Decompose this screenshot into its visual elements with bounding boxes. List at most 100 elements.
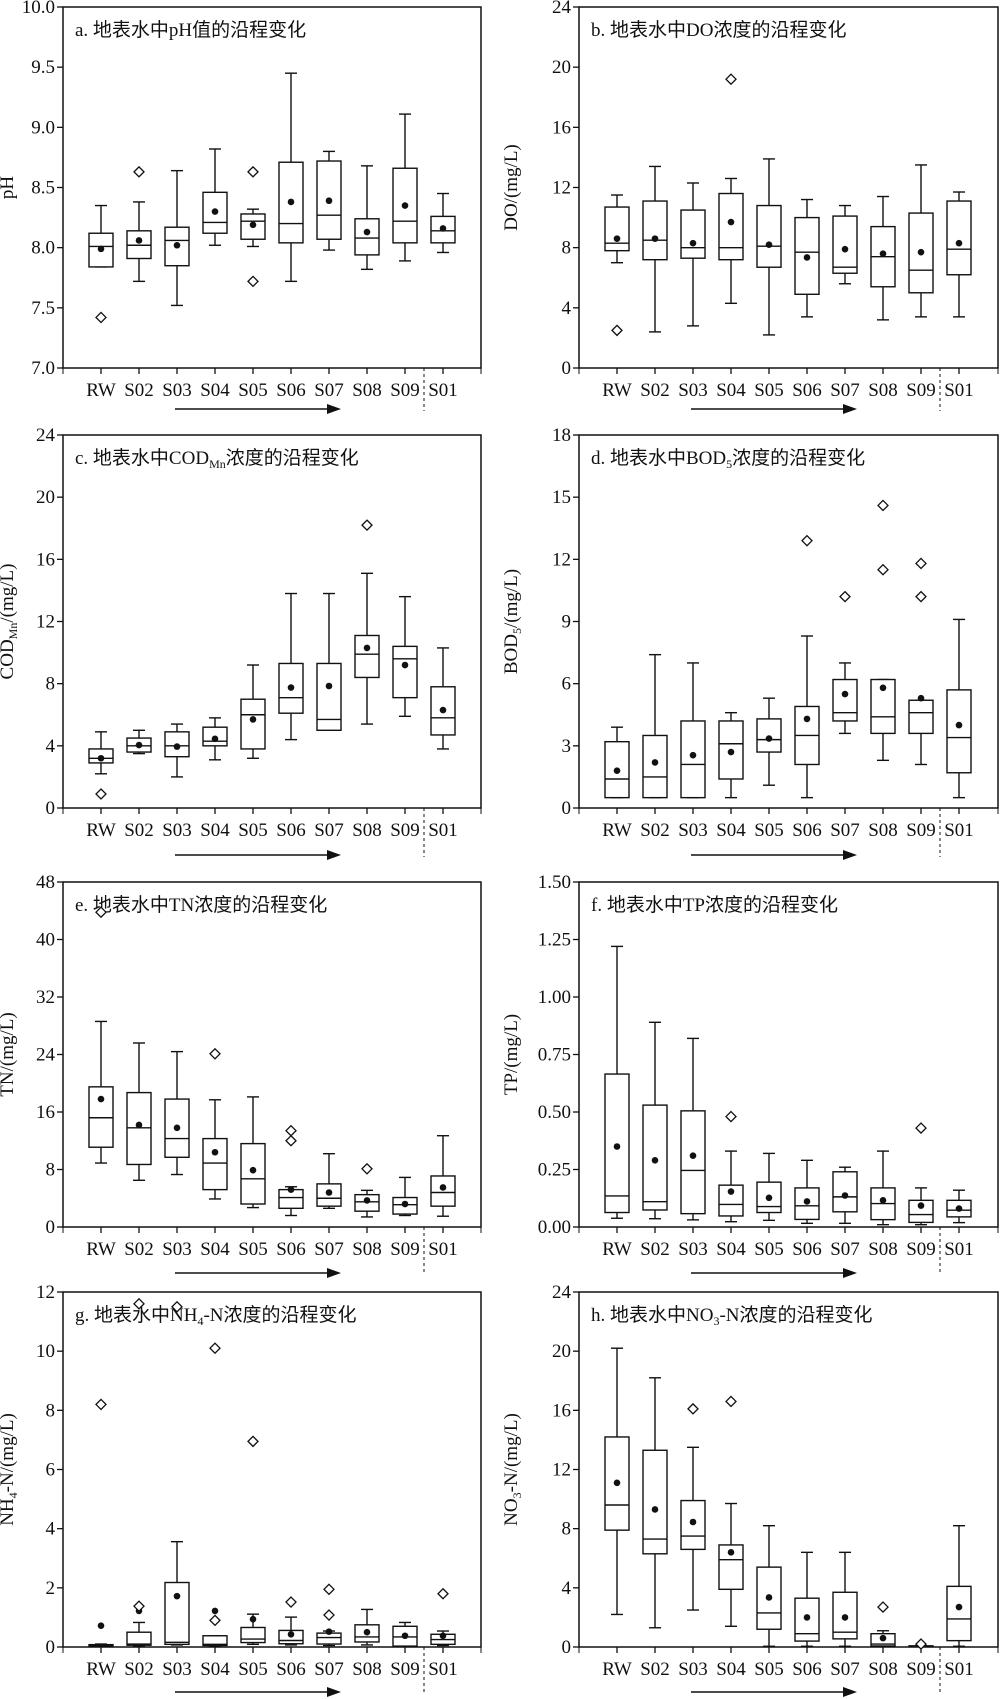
y-tick-label: 18 <box>552 425 571 446</box>
box-S04 <box>202 148 228 246</box>
y-tick-label: 4 <box>562 1578 572 1599</box>
mean-point <box>363 228 371 236</box>
box-RW <box>88 204 114 324</box>
outlier-point <box>247 275 259 288</box>
box-S01 <box>946 618 972 799</box>
ylabel-subscript: Mn <box>6 623 20 640</box>
iqr-box <box>354 218 380 256</box>
box-S01 <box>946 191 972 318</box>
arrow-head-icon <box>843 404 857 414</box>
y-axis-label: DO/(mg/L) <box>501 144 522 231</box>
iqr-box <box>202 1137 228 1191</box>
y-tick-label: 0 <box>46 1637 56 1658</box>
outlier-point <box>133 165 145 178</box>
box-S06 <box>278 1596 304 1646</box>
x-tick-label: S08 <box>352 1239 382 1260</box>
mean-point <box>689 1518 697 1526</box>
panel-title: e. 地表水中TN浓度的沿程变化 <box>75 894 327 916</box>
y-tick-label: 40 <box>36 930 55 951</box>
y-tick-label: 8 <box>46 1400 56 1421</box>
title-text: 浓度的沿程变化 <box>226 447 359 469</box>
outlier-point <box>247 165 259 178</box>
iqr-box <box>240 1626 266 1644</box>
x-tick-label: S09 <box>390 380 420 401</box>
mean-point <box>135 237 143 244</box>
box-S08 <box>870 499 896 762</box>
x-tick-label: S04 <box>716 380 746 401</box>
mean-point <box>97 245 105 253</box>
mean-point <box>689 1152 697 1159</box>
mean-point <box>917 248 925 256</box>
mean-point <box>173 1124 181 1132</box>
mean-point <box>917 1202 925 1209</box>
box-S06 <box>794 198 820 318</box>
box-S07 <box>316 150 342 251</box>
x-tick-label: S09 <box>906 1659 936 1680</box>
mean-point <box>803 254 811 261</box>
y-tick-label: 0.75 <box>538 1045 571 1066</box>
box-S03 <box>680 182 706 327</box>
ylabel-text: NH <box>0 1498 18 1526</box>
outlier-point <box>687 1402 699 1415</box>
y-tick-label: 16 <box>552 117 571 138</box>
outlier-point <box>285 1134 297 1147</box>
iqr-box <box>832 1171 858 1213</box>
x-tick-label: S09 <box>906 380 936 401</box>
mean-point <box>651 1506 659 1513</box>
x-tick-label: S06 <box>792 1239 822 1260</box>
y-axis-label: pH <box>0 176 18 200</box>
panel-d: 0 3 6 9 12 15 18 RW S02 S03 S04 S05 S06 S07 S08 S09 S01 d… <box>501 425 999 860</box>
title-subscript: 4 <box>197 1314 203 1328</box>
title-text: a. 地表水中pH值的沿程变化 <box>75 19 306 41</box>
outlier-point <box>877 1601 889 1613</box>
iqr-box <box>642 1449 668 1555</box>
y-tick-label: 8.5 <box>31 178 55 199</box>
iqr-box <box>680 209 706 259</box>
x-tick-label: RW <box>602 820 632 841</box>
iqr-box <box>126 1091 152 1166</box>
mean-point <box>439 225 447 232</box>
x-tick-label: S01 <box>428 380 458 401</box>
y-tick-label: 9 <box>562 612 572 633</box>
box-S05 <box>240 664 266 759</box>
x-tick-label: S05 <box>754 820 784 841</box>
x-tick-label: S03 <box>678 380 708 401</box>
panel-h: 0 4 8 12 16 20 24 RW S02 S03 S04 S05 S06 S07 S08 S09 S01… <box>501 1282 999 1697</box>
x-tick-label: S06 <box>792 820 822 841</box>
x-tick-label: S08 <box>352 380 382 401</box>
box-S07 <box>832 1166 858 1225</box>
x-tick-label: RW <box>602 380 632 401</box>
y-tick-label: 7.0 <box>31 358 55 379</box>
outlier-point <box>95 788 107 800</box>
ylabel-text: COD <box>0 639 18 679</box>
y-tick-label: 12 <box>36 1282 55 1303</box>
x-tick-label: S09 <box>390 820 420 841</box>
box-S08 <box>870 1150 896 1226</box>
mean-point <box>401 202 409 209</box>
x-tick-label: S03 <box>162 1239 192 1260</box>
box-S08 <box>354 165 380 271</box>
iqr-box <box>392 645 418 699</box>
mean-point <box>363 1628 371 1636</box>
mean-point <box>613 235 621 242</box>
x-tick-label: S06 <box>276 380 306 401</box>
box-S02 <box>126 1297 152 1647</box>
box-S01 <box>430 647 456 750</box>
x-tick-label: S09 <box>390 1659 420 1680</box>
panel-title: g. 地表水中NH4-N浓度的沿程变化 <box>75 1304 357 1328</box>
box-S01 <box>430 1135 456 1217</box>
y-tick-label: 1.00 <box>538 987 571 1008</box>
ylabel-text: /(mg/L) <box>501 569 522 628</box>
y-axis-label: TN/(mg/L) <box>0 1012 18 1096</box>
ylabel-text: NO <box>501 1498 522 1525</box>
x-tick-label: S06 <box>792 380 822 401</box>
iqr-box <box>240 213 266 240</box>
box-S06 <box>794 1159 820 1225</box>
box-RW <box>88 731 114 800</box>
mean-point <box>249 716 257 723</box>
mean-point <box>917 694 925 702</box>
mean-point <box>439 706 447 714</box>
y-tick-label: 0.25 <box>538 1160 571 1181</box>
x-tick-label: S02 <box>640 820 670 841</box>
